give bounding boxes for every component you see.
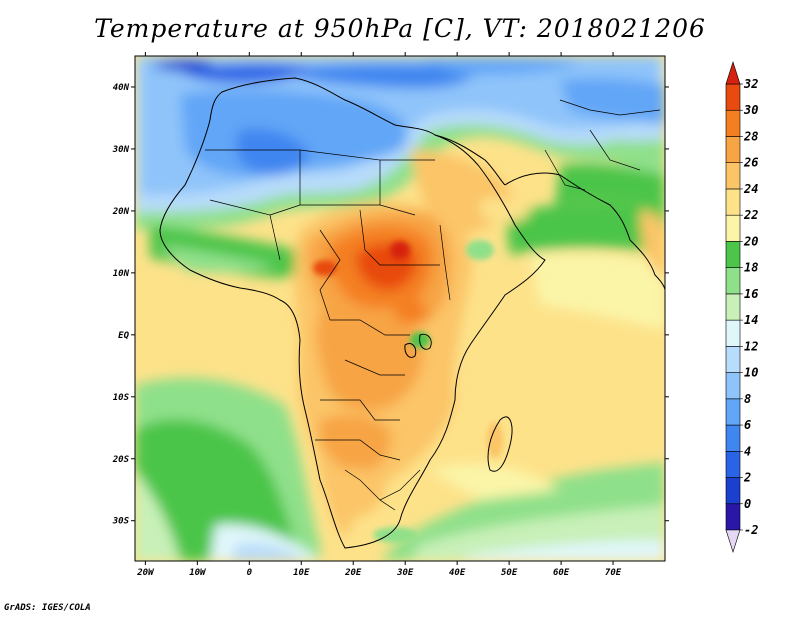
colorbar-swatch — [725, 188, 741, 216]
colorbar-level-label: 12 — [744, 339, 758, 353]
lat-tick-label: 30S — [112, 517, 130, 527]
map-title: Temperature at 950hPa [C], VT: 201802120… — [94, 14, 706, 43]
lat-tick-label: 10N — [113, 269, 130, 279]
colorbar-level-label: 6 — [744, 418, 751, 432]
colorbar-level-label: 16 — [744, 287, 758, 301]
colorbar-level-label: 18 — [744, 261, 758, 275]
colorbar-swatch — [725, 398, 741, 426]
colorbar-level-label: 20 — [743, 234, 758, 248]
lat-tick-label: 10S — [113, 393, 130, 403]
colorbar-level-label: 22 — [743, 208, 758, 222]
colorbar-swatch — [725, 136, 741, 164]
colorbar-swatch — [725, 241, 741, 268]
lon-tick-label: 0 — [247, 568, 253, 578]
map-frame — [134, 55, 666, 562]
colorbar-level-label: 10 — [744, 366, 758, 380]
colorbar-swatch — [725, 109, 741, 137]
colorbar-swatch — [725, 503, 741, 531]
lon-tick-label: 50E — [501, 568, 518, 578]
colorbar-swatch — [725, 162, 741, 190]
lon-tick-label: 20E — [344, 568, 362, 578]
lon-tick-label: 20W — [136, 568, 155, 578]
longitude-axis: 20W 10W 0 10E 20E 30E 40E 50E 60E 70E — [136, 52, 622, 578]
lat-tick-label: 30N — [112, 145, 130, 155]
colorbar-level-label: 28 — [743, 129, 758, 143]
colorbar-level-label: 8 — [744, 392, 751, 406]
country-borders — [205, 99, 661, 511]
colorbar-swatch — [725, 267, 741, 295]
colorbar-swatch — [725, 214, 741, 242]
colorbar-level-label: 26 — [743, 156, 758, 170]
colorbar-swatch — [725, 319, 741, 347]
grads-credit: GrADS: IGES/COLA — [4, 603, 91, 613]
colorbar-swatch — [725, 346, 741, 373]
lat-tick-label: 40N — [113, 83, 130, 93]
lon-tick-label: 10E — [293, 568, 310, 578]
lon-tick-label: 60E — [553, 568, 570, 578]
colorbar-swatch — [725, 450, 741, 478]
colorbar-level-label: 14 — [744, 313, 758, 327]
lon-tick-label: 70E — [605, 568, 622, 578]
colorbar-level-label: 24 — [743, 182, 758, 196]
lat-tick-label: 20S — [112, 455, 130, 465]
coastlines — [159, 77, 665, 549]
colorbar-level-label: 4 — [744, 444, 751, 458]
colorbar-swatch — [725, 424, 741, 452]
colorbar-level-label: 32 — [743, 77, 758, 91]
lat-tick-label: EQ — [118, 331, 129, 341]
colorbar-level-label: 0 — [744, 497, 751, 511]
lon-tick-label: 10W — [189, 568, 207, 578]
colorbar-under-arrow — [725, 529, 741, 553]
colorbar-level-label: -2 — [744, 523, 758, 537]
colorbar-swatch — [725, 372, 741, 400]
colorbar-level-label: 30 — [743, 103, 758, 117]
temperature-field — [135, 56, 665, 561]
latitude-axis: 40N 30N 20N 10N EQ 10S 20S 30S — [112, 83, 669, 527]
colorbar-swatch — [725, 477, 741, 505]
colorbar-swatch — [725, 293, 741, 321]
colorbar-swatch — [725, 83, 741, 111]
colorbar-over-arrow — [725, 61, 741, 85]
lon-tick-label: 30E — [396, 568, 414, 578]
lat-tick-label: 20N — [112, 207, 130, 217]
lon-tick-label: 40E — [449, 568, 466, 578]
colorbar-level-label: 2 — [743, 471, 751, 485]
